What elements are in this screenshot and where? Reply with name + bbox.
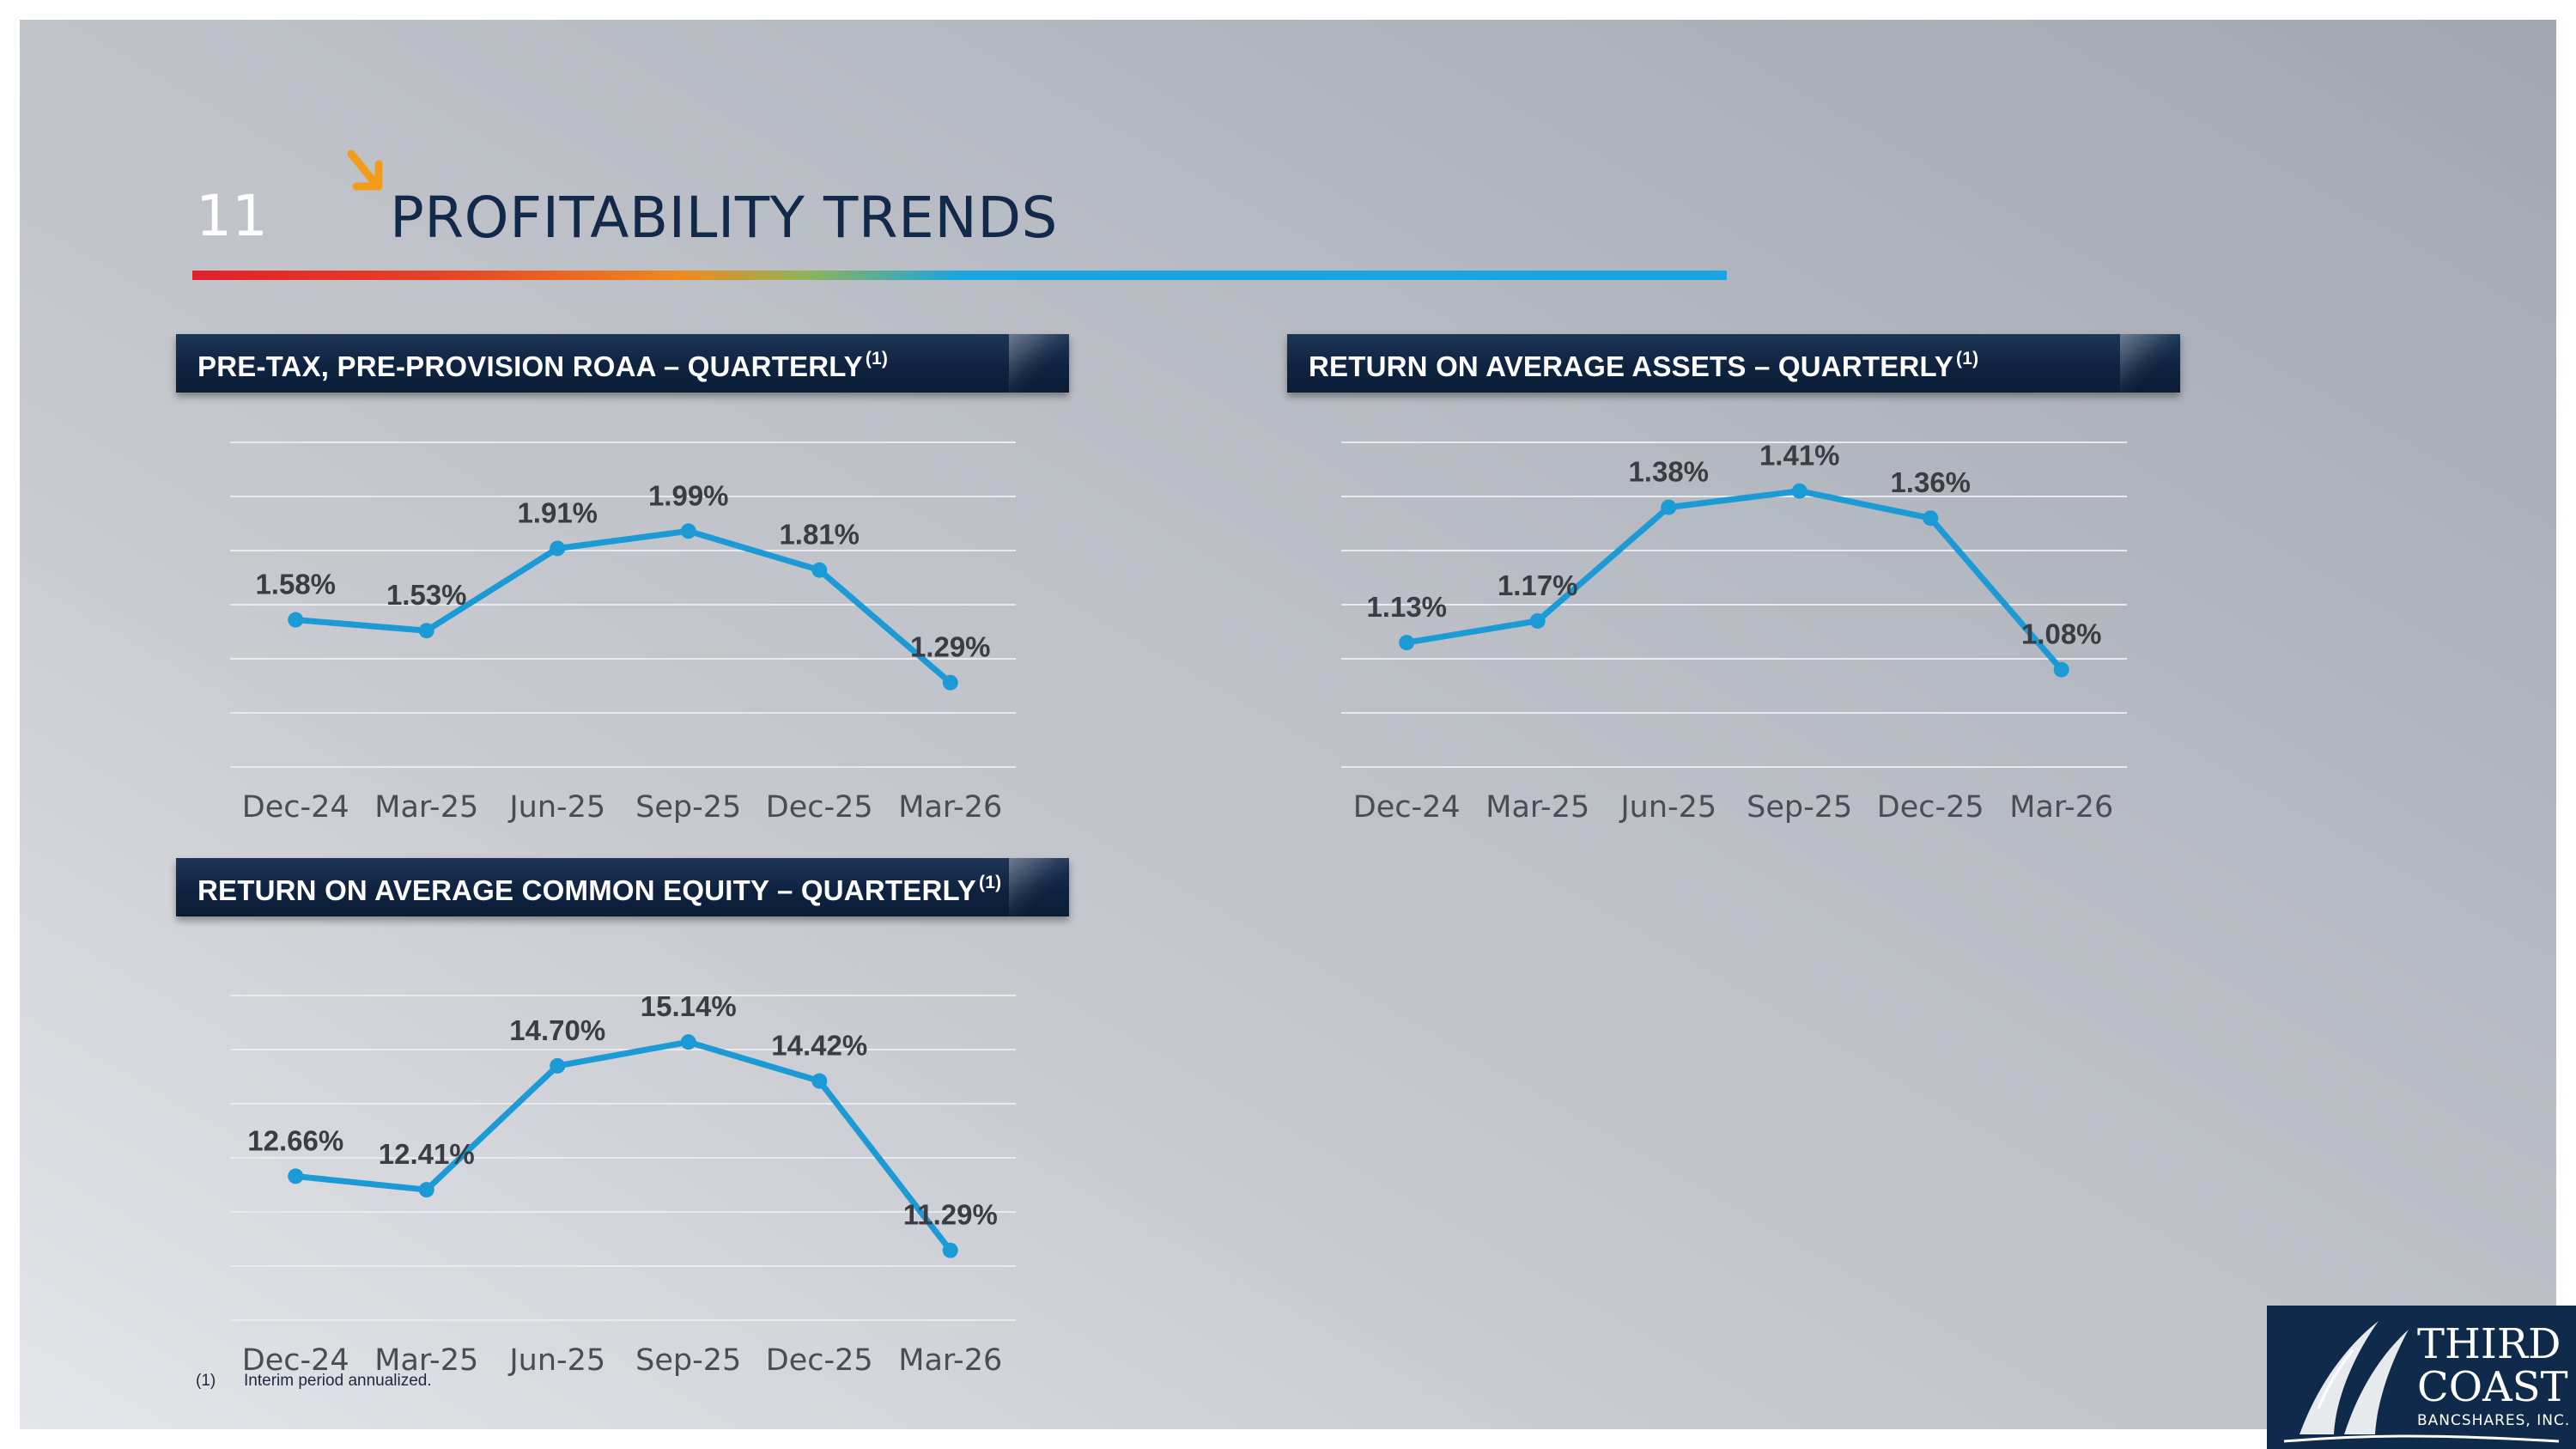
data-point [942,1242,958,1258]
header-shine [1009,858,1069,916]
x-tick-label: Dec-24 [242,1343,349,1378]
panel-title-text: RETURN ON AVERAGE ASSETS – QUARTERLY [1309,350,1954,382]
footnote-ref: (1) [979,873,1002,892]
data-point [288,612,304,628]
footnote-text: Interim period annualized. [244,1372,432,1390]
data-label: 1.13% [1366,591,1447,623]
header-shine [2120,334,2180,393]
data-point [418,623,434,639]
x-tick-label: Jun-25 [1619,790,1716,825]
data-label: 1.53% [386,579,467,611]
data-label: 1.58% [255,569,336,600]
panel-title: RETURN ON AVERAGE ASSETS – QUARTERLY (1) [1309,349,1978,383]
data-label: 15.14% [641,990,737,1022]
header-shine [1009,334,1069,393]
data-point [1399,635,1415,651]
footnote: (1) Interim period annualized. [196,1372,432,1391]
data-point [811,1073,828,1089]
page-title: PROFITABILITY TRENDS [390,185,1058,251]
logo-line-1: THIRD [2417,1320,2561,1368]
x-tick-label: Jun-25 [507,790,605,825]
data-label: 1.38% [1628,456,1709,488]
data-label: 11.29% [903,1199,998,1231]
data-label: 1.81% [779,519,860,551]
x-tick-label: Dec-24 [1353,790,1461,825]
series-line [292,1038,954,1254]
x-tick-label: Dec-25 [766,1343,873,1378]
footnote-marker: (1) [196,1372,216,1390]
panel-header-roaa: RETURN ON AVERAGE ASSETS – QUARTERLY (1) [1287,334,2180,393]
data-point [811,562,828,578]
data-point [680,1034,696,1050]
data-label: 1.91% [517,496,598,528]
data-label: 1.08% [2021,618,2102,650]
x-tick-label: Mar-25 [374,790,478,825]
x-tick-label: Mar-25 [374,1343,478,1378]
x-tick-label: Dec-24 [242,790,349,825]
x-tick-label: Dec-25 [766,790,873,825]
data-point [1791,483,1807,499]
slide-number: 11 [196,183,268,249]
line-chart: 1.58% 1.53% 1.91% 1.99% 1.81% 1.29% Dec-24 Mar-… [230,441,1016,825]
line-chart: 12.66% 12.41% 14.70% 15.14% 14.42% 11.29% Dec-… [230,990,1016,1378]
data-label: 1.99% [648,479,729,511]
data-label: 12.41% [379,1138,475,1170]
series-line [1403,488,2065,673]
data-point [1661,499,1677,515]
data-point [942,674,958,691]
x-tick-label: Mar-26 [898,790,1002,825]
slide: 11 PROFITABILITY TRENDS PRE-TAX, PRE-PRO… [20,20,2556,1429]
line-chart: 1.13% 1.17% 1.38% 1.41% 1.36% 1.08% Dec-24 Mar-… [1341,440,2127,825]
data-point [1923,510,1939,527]
panel-title: RETURN ON AVERAGE COMMON EQUITY – QUARTE… [197,873,1001,907]
data-label: 1.36% [1890,466,1971,498]
data-label: 14.70% [509,1014,605,1046]
panel-title: PRE-TAX, PRE-PROVISION ROAA – QUARTERLY(… [197,349,888,383]
data-point [680,523,696,539]
x-tick-label: Sep-25 [1747,790,1852,825]
footnote-ref: (1) [865,349,889,368]
data-label: 1.17% [1498,569,1578,601]
x-tick-label: Sep-25 [635,1343,741,1378]
x-tick-label: Sep-25 [635,790,741,825]
data-label: 1.41% [1759,440,1840,472]
data-point [288,1168,304,1184]
data-label: 14.42% [771,1030,867,1062]
title-divider [192,271,1727,280]
logo-line-3: BANCSHARES, INC. [2417,1412,2571,1429]
panel-header-roace: RETURN ON AVERAGE COMMON EQUITY – QUARTE… [176,858,1069,916]
x-tick-label: Mar-25 [1485,790,1589,825]
chart-roace: 12.66% 12.41% 14.70% 15.14% 14.42% 11.29% Dec-… [209,959,1033,1389]
x-tick-label: Mar-26 [898,1343,1002,1378]
company-logo: THIRD COAST BANCSHARES, INC. [2267,1306,2576,1449]
data-label: 1.29% [910,631,991,663]
x-tick-label: Mar-26 [2009,790,2113,825]
data-point [418,1182,434,1198]
chart-ptpp-roaa: 1.58% 1.53% 1.91% 1.99% 1.81% 1.29% Dec-24 Mar-… [209,406,1033,836]
sail-logo-icon [2283,1321,2560,1443]
footnote-ref: (1) [1956,349,1979,368]
arrow-down-right-icon [347,149,383,191]
data-point [550,1057,566,1074]
chart-roaa: 1.13% 1.17% 1.38% 1.41% 1.36% 1.08% Dec-24 Mar-… [1320,406,2144,836]
logo-line-2: COAST [2417,1363,2568,1411]
x-tick-label: Dec-25 [1877,790,1984,825]
data-point [1529,612,1546,629]
panel-header-ptpp-roaa: PRE-TAX, PRE-PROVISION ROAA – QUARTERLY(… [176,334,1069,393]
panel-title-text: PRE-TAX, PRE-PROVISION ROAA – QUARTERLY [197,350,863,382]
panel-title-text: RETURN ON AVERAGE COMMON EQUITY – QUARTE… [197,874,977,906]
data-label: 12.66% [247,1124,343,1156]
x-tick-label: Jun-25 [507,1343,605,1378]
series-line [292,527,954,686]
data-point [550,540,566,557]
data-point [2053,661,2069,678]
